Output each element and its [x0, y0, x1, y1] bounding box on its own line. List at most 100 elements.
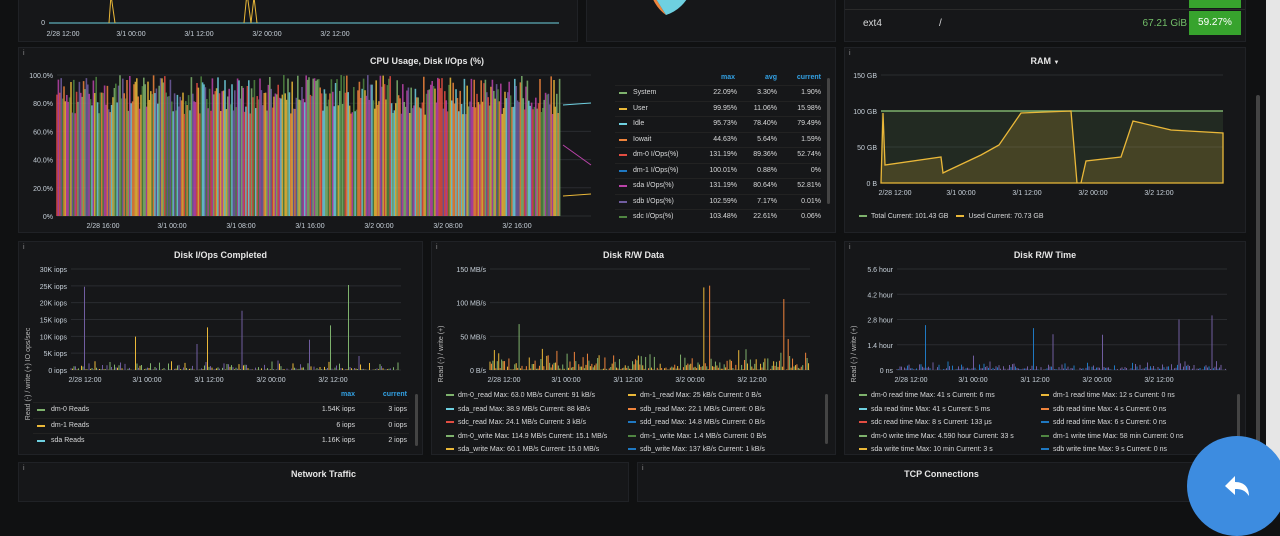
- rwtime-legend-item[interactable]: sdb write time Max: 9 s Current: 0 ns: [1041, 446, 1167, 453]
- series-label: Used Current: 70.73 GB: [968, 213, 1044, 220]
- iops-legend-row[interactable]: dm-1 Reads 6 iops 0 iops: [33, 417, 409, 432]
- series-avg: 0.88%: [757, 166, 777, 174]
- series-swatch: [859, 407, 867, 410]
- panel-info-icon[interactable]: i: [849, 50, 851, 57]
- rwtime-panel: i Disk R/W Time Read (-) / write (+) 5.6…: [844, 241, 1246, 455]
- rwdata-legend-item[interactable]: sdc_read Max: 24.1 MB/s Current: 3 kB/s: [446, 419, 586, 426]
- rwtime-legend-item[interactable]: sda read time Max: 41 s Current: 5 ms: [859, 406, 990, 413]
- cpu-legend-scrollbar[interactable]: [827, 78, 830, 204]
- undo-arrow-icon: [1225, 476, 1249, 496]
- y-tick-label: 50 GB: [857, 145, 877, 152]
- chevron-down-icon[interactable]: ▼: [1053, 60, 1060, 66]
- iops-panel: i Disk I/Ops Completed Read (-) / write …: [18, 241, 423, 455]
- panel-info-icon[interactable]: i: [642, 465, 644, 472]
- pie-chart-svg: [653, 0, 687, 15]
- panel-info-icon[interactable]: i: [436, 244, 438, 251]
- cpu-header-avg[interactable]: avg: [764, 74, 777, 81]
- y-tick-label: 100.0%: [29, 73, 53, 80]
- rwdata-legend-scrollbar[interactable]: [825, 394, 828, 444]
- series-swatch: [859, 434, 867, 437]
- ram-chart-svg: 150 GB 100 GB 50 GB 0 B2/28 12:00 3/1 00:00 3…: [853, 73, 1224, 197]
- iops-legend-row[interactable]: dm-0 Reads 1.54K iops 3 iops: [33, 402, 409, 416]
- iops-panel-title[interactable]: Disk I/Ops Completed: [173, 250, 268, 260]
- series-current: 0 iops: [388, 421, 407, 429]
- cpu-legend-row[interactable]: Idle 95.73% 78.40% 79.49%: [615, 116, 821, 130]
- series-swatch: [619, 200, 627, 203]
- cpu-panel-title[interactable]: CPU Usage, Disk I/Ops (%): [369, 56, 485, 66]
- rwdata-legend-item[interactable]: sda_write Max: 60.1 MB/s Current: 15.0 M…: [446, 446, 599, 453]
- rwtime-legend-item[interactable]: sdd read time Max: 6 s Current: 0 ns: [1041, 419, 1166, 426]
- rwdata-panel-title[interactable]: Disk R/W Data: [602, 250, 664, 260]
- iops-legend-row[interactable]: sda Reads 1.16K iops 2 iops: [33, 433, 409, 447]
- network-panel: i Network Traffic: [18, 462, 629, 502]
- x-tick-label: 3/2 00:00: [256, 377, 285, 384]
- cpu-legend-row[interactable]: User 99.95% 11.06% 15.98%: [615, 100, 821, 115]
- rwdata-legend-item[interactable]: sda_read Max: 38.9 MB/s Current: 88 kB/s: [446, 406, 590, 413]
- panel-info-icon[interactable]: i: [849, 244, 851, 251]
- rwdata-legend-item[interactable]: dm-1_read Max: 25 kB/s Current: 0 B/s: [628, 392, 761, 399]
- series-swatch: [628, 448, 636, 451]
- iops-header-max[interactable]: max: [340, 391, 355, 398]
- cpu-header-max[interactable]: max: [720, 74, 735, 81]
- rwdata-legend-item[interactable]: dm-1_write Max: 1.4 MB/s Current: 0 B/s: [628, 433, 766, 440]
- ram-panel-title[interactable]: RAM ▼: [1030, 56, 1060, 66]
- y-tick-label: 0 B: [866, 181, 877, 188]
- page-scrollbar[interactable]: [1256, 95, 1260, 450]
- cpu-legend-row[interactable]: System 22.09% 3.30% 1.90%: [615, 85, 821, 99]
- panel-info-icon[interactable]: i: [23, 50, 25, 57]
- series-label: dm-1_read Max: 25 kB/s Current: 0 B/s: [640, 392, 762, 399]
- series-current: 0.01%: [801, 197, 821, 205]
- y-tick-label: 40.0%: [33, 158, 53, 165]
- network-panel-title[interactable]: Network Traffic: [290, 469, 357, 479]
- y-tick-label: 50 MB/s: [460, 334, 486, 341]
- y-tick-label: 150 MB/s: [456, 267, 486, 274]
- rwtime-legend-item[interactable]: sdb read time Max: 4 s Current: 0 ns: [1041, 406, 1166, 413]
- series-max: 22.09%: [713, 89, 737, 96]
- cpu-legend-row[interactable]: dm-1 I/Ops(%) 100.01% 0.88% 0%: [615, 162, 821, 177]
- rwdata-legend-item[interactable]: sdb_write Max: 137 kB/s Current: 1 kB/s: [628, 446, 765, 453]
- series-avg: 7.17%: [757, 197, 777, 205]
- panel-info-icon[interactable]: i: [23, 465, 25, 472]
- rwtime-legend-item[interactable]: dm-0 write time Max: 4.590 hour Current:…: [859, 433, 1014, 440]
- iops-legend-scrollbar[interactable]: [415, 394, 418, 446]
- series-current: 52.74%: [797, 151, 821, 158]
- rwtime-legend-item[interactable]: dm-1 read time Max: 12 s Current: 0 ns: [1041, 392, 1175, 399]
- rwtime-panel-title[interactable]: Disk R/W Time: [1013, 250, 1077, 260]
- panel-info-icon[interactable]: i: [23, 244, 25, 251]
- cpu-header-current[interactable]: current: [796, 74, 821, 81]
- series-swatch: [1041, 434, 1049, 437]
- cpu-sda-line: [562, 144, 592, 166]
- x-tick-label: 3/2 12:00: [320, 31, 349, 38]
- rwtime-legend-item[interactable]: dm-0 read time Max: 41 s Current: 6 ms: [859, 392, 995, 399]
- series-label: dm-1 write time Max: 58 min Current: 0 n…: [1053, 432, 1184, 440]
- series-swatch: [446, 394, 454, 397]
- series-name: dm-0 Reads: [51, 406, 90, 413]
- cpu-legend-row[interactable]: sdb I/Ops(%) 102.59% 7.17% 0.01%: [615, 193, 821, 208]
- cpu-legend-row[interactable]: dm-0 I/Ops(%) 131.19% 89.36% 52.74%: [615, 147, 821, 161]
- x-tick-label: 3/1 00:00: [157, 223, 186, 230]
- rwtime-legend-item[interactable]: sda write time Max: 10 min Current: 3 s: [859, 446, 993, 453]
- ram-legend-item[interactable]: Used Current: 70.73 GB: [956, 213, 1044, 220]
- ram-legend-item[interactable]: Total Current: 101.43 GB: [859, 213, 948, 220]
- rwdata-legend-item[interactable]: dm-0_write Max: 114.9 MB/s Current: 15.1…: [446, 433, 607, 440]
- series-label: dm-1 read time Max: 12 s Current: 0 ns: [1053, 392, 1175, 399]
- series-name: sdb I/Ops(%): [633, 197, 674, 205]
- rwtime-legend-scrollbar[interactable]: [1237, 394, 1240, 444]
- series-label: dm-0_write Max: 114.9 MB/s Current: 15.1…: [458, 432, 608, 440]
- y-tick-label: 4.2 hour: [867, 292, 893, 299]
- back-button[interactable]: [1187, 436, 1280, 536]
- cpu-legend-row[interactable]: sdc I/Ops(%) 103.48% 22.61% 0.06%: [615, 209, 821, 223]
- fs-usage-badge: 59.27%: [1189, 11, 1241, 35]
- rwtime-legend-item[interactable]: sdc read time Max: 8 s Current: 133 µs: [859, 419, 992, 426]
- cpu-legend-row[interactable]: sda I/Ops(%) 131.19% 80.64% 52.81%: [615, 178, 821, 192]
- series-name: Idle: [633, 120, 645, 127]
- x-tick-label: 3/1 12:00: [194, 377, 223, 384]
- rwtime-legend-item[interactable]: dm-1 write time Max: 58 min Current: 0 n…: [1041, 433, 1183, 440]
- iops-header-current[interactable]: current: [382, 391, 407, 398]
- cpu-legend-row[interactable]: Iowait 44.63% 5.64% 1.59%: [615, 131, 821, 146]
- rwdata-legend-item[interactable]: sdd_read Max: 14.8 MB/s Current: 0 B/s: [628, 419, 765, 426]
- rwdata-legend-item[interactable]: dm-0_read Max: 63.0 MB/s Current: 91 kB/…: [446, 392, 595, 399]
- tcp-panel-title[interactable]: TCP Connections: [904, 469, 979, 479]
- fs-type: ext4: [863, 18, 882, 29]
- rwdata-legend-item[interactable]: sdb_read Max: 22.1 MB/s Current: 0 B/s: [628, 406, 765, 413]
